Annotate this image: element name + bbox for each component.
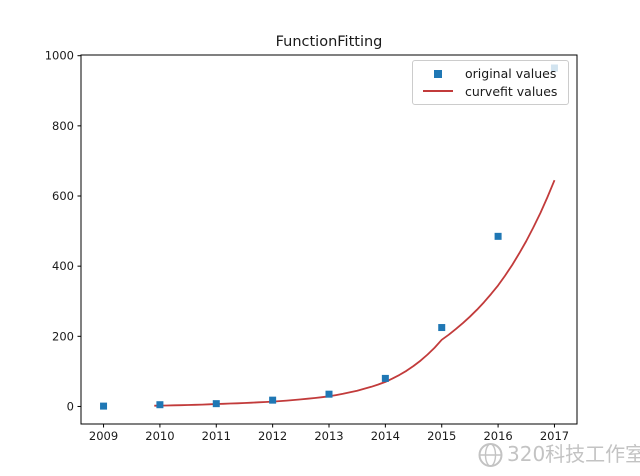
legend-key-curvefit xyxy=(423,90,453,93)
curvefit-line xyxy=(154,179,556,407)
data-point xyxy=(494,232,502,240)
data-point xyxy=(438,324,446,332)
x-tick-label: 2015 xyxy=(427,429,456,443)
legend-label-original: original values xyxy=(465,66,557,82)
x-tick-label: 2012 xyxy=(258,429,287,443)
y-tick-label: 800 xyxy=(52,119,74,133)
watermark: 320科技工作室 xyxy=(477,441,640,468)
globe-icon xyxy=(478,443,503,467)
legend-entry-curvefit: curvefit values xyxy=(423,84,560,99)
x-tick-label: 2010 xyxy=(145,429,174,443)
y-tick-label: 200 xyxy=(52,329,74,343)
legend-entry-original: original values xyxy=(423,66,560,81)
data-point xyxy=(212,400,220,408)
x-tick-label: 2013 xyxy=(314,429,343,443)
scatter-marker-icon xyxy=(434,69,442,78)
data-point xyxy=(100,402,108,410)
data-point xyxy=(156,401,164,409)
data-point xyxy=(269,396,277,404)
legend-label-curvefit: curvefit values xyxy=(465,83,558,99)
chart-title: FunctionFitting xyxy=(275,34,383,50)
y-tick-label: 0 xyxy=(67,399,74,413)
x-tick-label: 2017 xyxy=(540,429,569,443)
legend: original values curvefit values xyxy=(412,60,569,105)
y-tick-label: 1000 xyxy=(45,49,74,63)
watermark-text: 320科技工作室 xyxy=(507,442,640,466)
curve-line-icon xyxy=(423,90,453,93)
y-tick-label: 600 xyxy=(52,189,74,203)
x-tick-label: 2014 xyxy=(371,429,400,443)
axes-frame xyxy=(80,54,578,425)
y-tick-label: 400 xyxy=(52,259,74,273)
x-tick-label: 2011 xyxy=(202,429,231,443)
x-tick-label: 2009 xyxy=(89,429,118,443)
x-tick-label: 2016 xyxy=(483,429,512,443)
data-point xyxy=(325,390,333,398)
legend-key-original xyxy=(423,69,453,78)
data-point xyxy=(381,374,389,382)
